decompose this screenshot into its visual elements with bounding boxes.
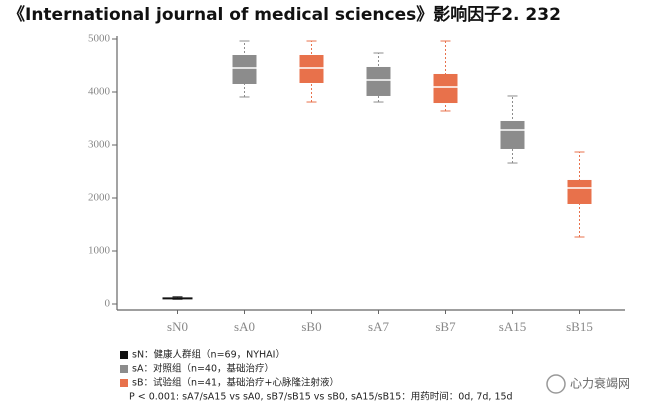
x-tick-label: sB15 — [566, 319, 593, 334]
box — [299, 55, 324, 83]
watermark: 心力衰竭网 — [570, 376, 630, 391]
x-tick-label: sA0 — [234, 319, 255, 334]
x-tick-label: sB7 — [435, 319, 456, 334]
box — [232, 55, 257, 84]
y-tick-label: 5000 — [88, 33, 111, 45]
box — [433, 73, 458, 104]
legend-label: sN：健康人群组（n=69，NYHAI） — [132, 349, 285, 361]
y-tick-label: 1000 — [88, 245, 111, 257]
legend-swatch — [120, 379, 128, 387]
y-tick-label: 0 — [105, 298, 111, 310]
y-tick-label: 4000 — [88, 86, 111, 98]
box — [567, 179, 592, 204]
legend-label: sA：对照组（n=40，基础治疗） — [132, 363, 274, 375]
x-tick-label: sA7 — [368, 319, 389, 334]
y-tick-label: 2000 — [88, 192, 111, 204]
x-tick-label: sB0 — [301, 319, 321, 334]
x-tick-label: sA15 — [499, 319, 526, 334]
legend-swatch — [120, 351, 128, 359]
chart-title: 《International journal of medical scienc… — [8, 4, 561, 25]
y-tick-label: 3000 — [88, 139, 111, 151]
legend-swatch — [120, 365, 128, 373]
x-tick-label: sN0 — [167, 319, 188, 334]
note: P < 0.001: sA7/sA15 vs sA0, sB7/sB15 vs … — [129, 391, 513, 403]
legend-label: sB：试验组（n=41，基础治疗+心脉隆注射液） — [132, 377, 339, 389]
box — [500, 120, 525, 149]
box — [366, 66, 391, 96]
box — [162, 297, 193, 300]
watermark-icon — [546, 374, 566, 394]
